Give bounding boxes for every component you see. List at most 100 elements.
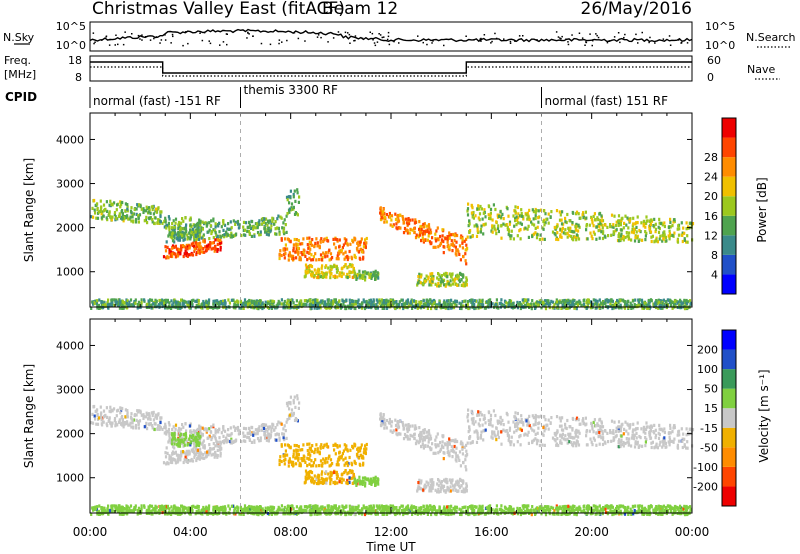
velocity-point [129,421,132,425]
velocity-point [132,418,136,422]
velocity-point [340,454,343,458]
y-tick-label: 4000 [56,133,84,146]
velocity-point [444,443,447,447]
power-point [394,306,397,310]
velocity-point [448,451,451,455]
power-point [94,300,98,305]
velocity-point [293,443,296,448]
velocity-point [358,475,361,479]
power-point [268,219,272,223]
power-point [138,203,141,207]
search-noise-dot [398,42,400,44]
power-point [194,234,197,238]
power-point [500,298,503,302]
velocity-point [122,425,125,429]
velocity-point [354,461,357,466]
velocity-point [434,451,437,455]
velocity-point [397,425,401,429]
search-noise-dot [381,36,383,39]
power-point [381,214,384,218]
power-point [478,212,482,216]
power-point [436,276,439,280]
power-point [138,304,141,308]
power-point [433,306,437,310]
velocity-point [178,454,181,458]
power-point [431,279,434,283]
velocity-point [325,442,328,446]
power-point [454,299,457,303]
velocity-point [324,457,328,461]
power-point [662,298,665,302]
velocity-point [181,441,184,445]
power-point [230,226,233,230]
power-point [418,304,422,308]
velocity-point [203,445,206,449]
power-point [100,209,103,213]
velocity-point [166,451,169,455]
velocity-point [110,424,113,428]
velocity-point [113,417,117,421]
velocity-point [174,461,177,465]
search-noise-dot [141,34,143,36]
power-point [397,303,400,307]
power-point [526,227,529,231]
power-point [341,299,344,303]
power-point [419,225,422,229]
velocity-point [429,448,432,452]
power-point [605,298,608,302]
power-point [471,234,474,239]
power-point [248,223,251,227]
velocity-point [343,443,346,447]
velocity-point [114,421,117,425]
power-point [294,199,297,203]
power-point [641,301,644,305]
power-point [553,225,556,230]
velocity-point [199,427,202,431]
power-point [358,302,361,306]
velocity-point [395,428,398,432]
power-point [462,304,465,308]
velocity-point [277,420,280,424]
velocity-point [171,438,174,442]
power-point [560,306,563,310]
power-point [280,216,283,220]
power-point [220,225,223,229]
power-point [259,230,262,234]
power-point [569,229,572,233]
power-point [295,306,298,310]
power-point [612,225,615,229]
power-point [329,264,332,268]
velocity-point [315,464,318,468]
velocity-point [403,432,407,437]
power-point [273,222,276,226]
power-point [508,222,511,226]
velocity-point [115,414,118,418]
power-point [452,278,455,282]
power-point [198,251,201,255]
power-point [207,243,210,247]
velocity-point [93,404,96,409]
velocity-point [465,468,468,472]
power-point [427,277,430,281]
power-point [481,298,484,302]
power-point [647,303,650,307]
velocity-point [208,434,211,438]
velocity-point [197,429,200,433]
power-point [171,303,174,307]
velocity-point [202,439,205,443]
power-point [216,306,219,310]
power-point [387,303,390,307]
power-point [626,234,629,238]
search-noise-dot [185,31,187,33]
power-point [257,221,260,225]
power-point [559,233,562,237]
power-point [338,238,341,242]
power-point [527,224,530,228]
velocity-point [224,436,228,440]
power-point [572,303,575,307]
power-point [406,231,409,235]
velocity-point [411,434,414,438]
power-point [308,251,311,255]
velocity-point [204,427,207,431]
velocity-point [423,428,426,432]
